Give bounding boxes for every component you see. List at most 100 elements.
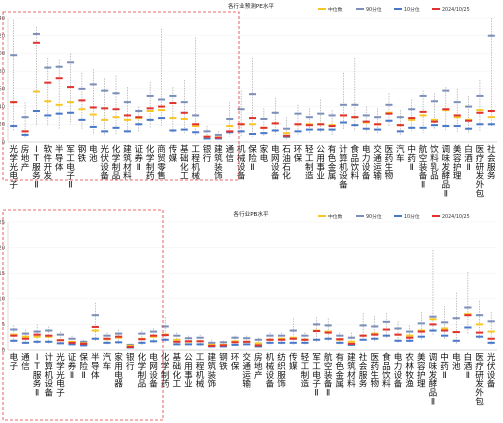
pb-category-label: 航空装备 Ⅱ <box>324 351 333 399</box>
pb-p10-mark <box>359 338 367 341</box>
pb-p90-mark <box>45 329 53 332</box>
pe-current-mark <box>89 106 97 109</box>
pe-p10-mark <box>271 129 279 132</box>
pe-p10-mark <box>78 118 86 121</box>
pb-p10-mark <box>80 344 88 347</box>
pb-median-mark <box>33 335 41 338</box>
pe-median-mark <box>419 114 427 117</box>
pe-category-label: 通信 <box>225 144 234 164</box>
pb-current-mark <box>173 340 181 343</box>
pe-current-mark <box>305 124 313 127</box>
pe-median-mark <box>248 123 257 126</box>
pb-p10-mark <box>243 343 251 346</box>
pb-chart: 各行业PB水平 中位数 90分位 10分位 2024/10/25 0 5 10 15 20 25 电… <box>0 209 497 421</box>
pe-legend: 中位数 90分位 10分位 2024/10/25 <box>318 6 470 13</box>
pb-category-label: 光伏设备 <box>487 351 496 390</box>
pb-p90-mark <box>487 320 495 323</box>
pe-current-mark <box>32 41 40 44</box>
pb-p90-mark <box>10 328 18 331</box>
pb-category-label: 电力设备 <box>394 351 403 390</box>
pb-current-mark <box>312 330 321 333</box>
pb-p10-mark <box>312 338 321 341</box>
pe-p10-mark <box>294 130 302 133</box>
pe-p10-mark <box>192 131 200 134</box>
pe-p90-mark <box>55 65 63 68</box>
pb-p90-mark <box>138 332 146 335</box>
pb-legend-label-median: 中位数 <box>328 213 343 220</box>
pe-y-tick-label: 140 <box>0 16 5 22</box>
pe-category-label: 银行 <box>203 143 212 164</box>
pe-p10-mark <box>123 130 131 133</box>
pe-current-mark <box>78 99 86 102</box>
pb-p90-mark <box>21 332 30 335</box>
pe-category-label: 建筑材料 <box>123 143 132 182</box>
pb-p90-mark <box>277 334 286 337</box>
pe-category-label: 有色金属 <box>328 143 337 182</box>
pb-median-mark <box>429 318 437 321</box>
pe-current-mark <box>123 114 131 117</box>
pe-p90-mark <box>260 117 268 120</box>
pe-current-mark <box>146 107 154 110</box>
pb-y-tick-label: 10 <box>0 297 5 303</box>
pe-category-label: 医疗研发外包 <box>476 144 485 200</box>
pb-current-mark <box>359 334 367 337</box>
pe-category-label: 中药 Ⅱ <box>407 143 416 173</box>
pe-current-mark <box>260 126 268 129</box>
pe-category-label: 环保 <box>294 144 303 164</box>
pe-chart: 各行业预测PE水平 中位数 90分位 10分位 2024/10/25020406080… <box>0 2 497 200</box>
pb-p10-mark <box>371 337 379 340</box>
pe-category-label: 公用事业 <box>316 145 325 182</box>
pe-median-mark <box>430 118 438 121</box>
pb-category-label: 基础化工 <box>173 351 182 390</box>
pe-category-label: 饮料乳品 <box>430 143 439 182</box>
pe-category-label: 电网设备 <box>271 143 280 182</box>
pe-y-tick-label: 20 <box>0 122 5 128</box>
pb-p10-mark <box>45 340 53 343</box>
pb-category-label: 钢铁 <box>219 351 228 372</box>
pb-legend: 中位数 90分位 10分位 2024/10/25 <box>318 213 470 220</box>
pb-p90-mark <box>289 329 297 332</box>
pe-p10-mark <box>169 129 177 132</box>
pb-p90-mark <box>126 343 134 346</box>
pb-median-mark <box>324 330 332 333</box>
pe-category-label: 白酒 Ⅱ <box>464 143 473 173</box>
pb-median-mark <box>289 336 297 339</box>
pb-category-label: 环保 <box>231 352 240 372</box>
pb-category-label: 医药生物 <box>370 352 379 390</box>
pb-median-mark <box>254 342 262 345</box>
pe-p10-mark <box>260 132 268 135</box>
pb-current-mark <box>440 329 449 332</box>
pe-p10-mark <box>430 124 438 127</box>
pb-median-mark <box>21 335 30 338</box>
pb-median-mark <box>126 344 134 347</box>
pb-category-label: 电子 <box>10 351 19 372</box>
pe-current-mark <box>248 117 257 120</box>
pb-p90-mark <box>196 336 204 339</box>
pb-y-tick-label: 20 <box>0 245 5 251</box>
pb-median-mark <box>347 340 356 343</box>
pb-category-label: 电池 <box>452 351 461 372</box>
pe-p10-mark <box>305 128 313 131</box>
pb-current-mark <box>417 330 425 333</box>
pe-current-mark <box>55 77 63 80</box>
pe-current-mark <box>226 130 234 133</box>
pe-current-mark <box>476 111 484 114</box>
pb-p10-mark <box>149 340 158 343</box>
pb-p10-mark <box>138 341 146 344</box>
pe-current-mark <box>283 134 291 137</box>
pe-current-mark <box>214 136 222 139</box>
pb-p10-mark <box>91 337 99 340</box>
pe-current-mark <box>351 116 359 119</box>
pe-p10-mark <box>351 124 359 127</box>
pb-category-label: I T 服务 Ⅱ <box>33 353 42 399</box>
pe-p10-mark <box>487 123 495 126</box>
pb-current-mark <box>254 344 262 347</box>
pb-current-mark <box>114 335 123 338</box>
pe-current-mark <box>237 123 245 126</box>
pe-current-mark <box>430 120 438 123</box>
pe-p90-mark <box>351 103 359 106</box>
pb-p90-mark <box>347 336 356 339</box>
pe-p10-mark <box>157 117 166 120</box>
pe-p10-mark <box>362 127 370 130</box>
